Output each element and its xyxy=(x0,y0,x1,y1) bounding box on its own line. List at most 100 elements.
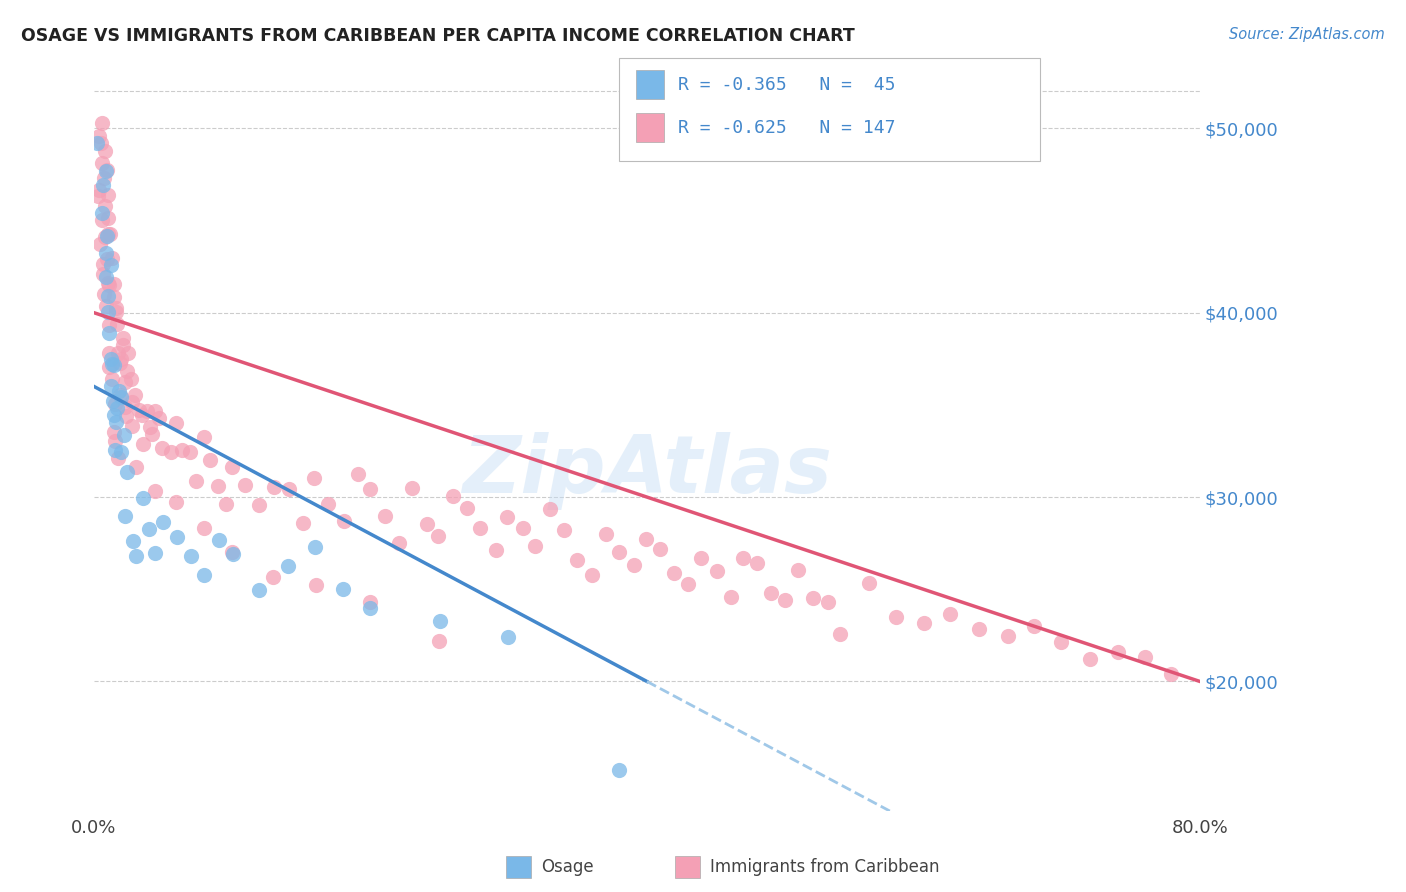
Point xyxy=(91,212,114,227)
Point xyxy=(107,345,129,359)
Point xyxy=(607,764,630,778)
Point xyxy=(305,578,328,592)
Text: OSAGE VS IMMIGRANTS FROM CARIBBEAN PER CAPITA INCOME CORRELATION CHART: OSAGE VS IMMIGRANTS FROM CARIBBEAN PER C… xyxy=(21,27,855,45)
Point xyxy=(731,550,754,565)
Point xyxy=(89,236,111,251)
Point xyxy=(86,136,108,150)
Point xyxy=(96,252,118,266)
Point xyxy=(100,357,122,371)
Point xyxy=(374,509,396,524)
Point xyxy=(103,442,125,457)
Point xyxy=(152,442,174,456)
Point xyxy=(101,372,124,386)
Point xyxy=(441,489,464,503)
Point xyxy=(110,390,132,404)
Point xyxy=(165,495,187,509)
Point xyxy=(100,227,122,242)
Point xyxy=(172,443,194,458)
Point xyxy=(105,305,128,319)
Point xyxy=(524,539,547,553)
Point xyxy=(193,521,215,535)
Point xyxy=(186,475,208,489)
Point xyxy=(94,144,117,158)
Text: R = -0.625   N = 147: R = -0.625 N = 147 xyxy=(678,119,896,136)
Point xyxy=(91,257,114,271)
Point xyxy=(429,634,451,648)
Point xyxy=(143,546,166,560)
Point xyxy=(801,591,824,605)
Point xyxy=(706,564,728,578)
Point xyxy=(90,155,112,169)
Point xyxy=(91,178,114,193)
Point xyxy=(132,491,155,505)
Point xyxy=(100,379,122,393)
Point xyxy=(787,563,810,577)
Point xyxy=(198,452,221,467)
Point xyxy=(817,595,839,609)
Point xyxy=(125,549,148,563)
Point xyxy=(939,607,962,621)
Point xyxy=(316,497,339,511)
Point xyxy=(87,189,110,203)
Point xyxy=(623,558,645,572)
Point xyxy=(262,570,284,584)
Point xyxy=(93,170,115,185)
Point xyxy=(427,529,450,543)
Point xyxy=(1050,634,1073,648)
Point xyxy=(233,478,256,492)
Point xyxy=(121,395,143,409)
Point xyxy=(96,299,118,313)
Point xyxy=(221,459,243,474)
Point xyxy=(110,387,132,401)
Text: Osage: Osage xyxy=(541,858,593,876)
Point xyxy=(103,397,125,411)
Point xyxy=(179,445,201,459)
Point xyxy=(105,401,128,416)
Point xyxy=(208,533,231,548)
Point xyxy=(105,415,128,429)
Point xyxy=(120,372,142,386)
Point xyxy=(89,183,111,197)
Point xyxy=(94,164,117,178)
Point xyxy=(247,583,270,598)
Point xyxy=(1133,649,1156,664)
Point xyxy=(969,622,991,636)
Point xyxy=(747,556,769,570)
Point xyxy=(104,434,127,448)
Point xyxy=(512,521,534,535)
Point xyxy=(607,545,630,559)
Point xyxy=(90,136,112,151)
Point xyxy=(91,268,114,282)
Point xyxy=(87,128,110,143)
Point xyxy=(388,536,411,550)
Point xyxy=(581,567,603,582)
Point xyxy=(114,375,136,389)
Point xyxy=(1160,666,1182,681)
Point xyxy=(101,394,124,409)
Point xyxy=(759,585,782,599)
Point xyxy=(97,227,120,242)
Point xyxy=(115,363,138,377)
Point xyxy=(215,497,238,511)
Point xyxy=(159,444,181,458)
Point xyxy=(291,516,314,530)
Point xyxy=(247,498,270,512)
Point xyxy=(884,609,907,624)
Point xyxy=(538,501,561,516)
Point xyxy=(135,404,157,418)
Point xyxy=(595,527,617,541)
Point xyxy=(648,542,671,557)
Point xyxy=(96,162,118,177)
Point xyxy=(117,345,139,359)
Point xyxy=(117,466,139,480)
Point xyxy=(103,425,125,439)
Point xyxy=(105,301,128,315)
Point xyxy=(468,521,491,535)
Point xyxy=(114,401,136,415)
Point xyxy=(997,629,1019,643)
Point xyxy=(662,566,685,581)
Point xyxy=(115,409,138,424)
Point xyxy=(97,305,120,319)
Point xyxy=(93,229,115,244)
Point xyxy=(138,523,160,537)
